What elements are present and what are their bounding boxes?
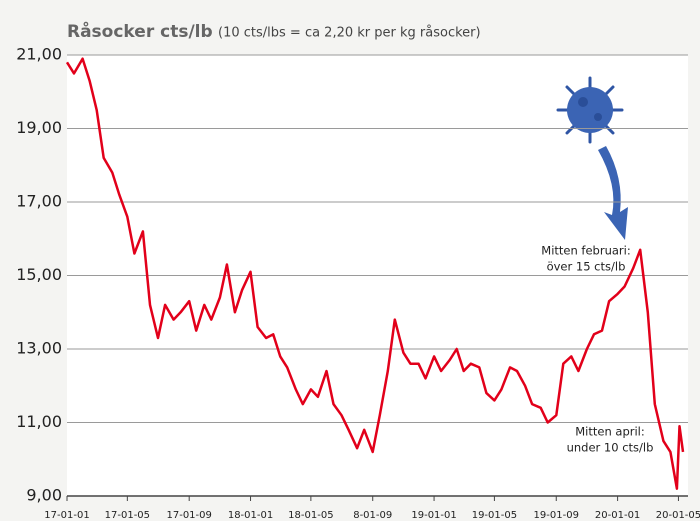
virus-icon <box>556 76 624 144</box>
annotation: Mitten april: <box>575 425 645 439</box>
y-tick-label: 15,00 <box>16 265 62 284</box>
x-tick-label: 19-01-09 <box>534 510 579 521</box>
price-line <box>65 57 685 490</box>
y-tick-label: 11,00 <box>16 412 62 431</box>
x-tick-label: 17-01-09 <box>166 510 211 521</box>
y-tick-label: 13,00 <box>16 339 62 358</box>
x-tick-label: 18-01-05 <box>288 510 333 521</box>
x-tick-label: 17-01-01 <box>44 510 89 521</box>
x-tick-label: 20-01-05 <box>656 510 700 521</box>
y-tick-label: 17,00 <box>16 192 62 211</box>
chart-title: Råsocker cts/lb <box>67 20 213 42</box>
y-tick-label: 19,00 <box>16 118 62 137</box>
x-tick-label: 19-01-01 <box>411 510 456 521</box>
x-tick-label: 17-01-05 <box>105 510 150 521</box>
x-tick-label: 19-01-05 <box>472 510 517 521</box>
x-tick-label: 20-01-01 <box>595 510 640 521</box>
chart-subtitle: (10 cts/lbs = ca 2,20 kr per kg råsocker… <box>218 26 481 41</box>
x-tick-label: 18-01-01 <box>228 510 273 521</box>
annotation: över 15 cts/lb <box>547 260 626 274</box>
x-tick-label: 8-01-09 <box>353 510 392 521</box>
y-tick-label: 9,00 <box>26 486 62 505</box>
y-tick-label: 21,00 <box>16 45 62 64</box>
annotation: under 10 cts/lb <box>567 441 654 455</box>
annotation: Mitten februari: <box>541 244 630 258</box>
arrow <box>598 146 628 240</box>
